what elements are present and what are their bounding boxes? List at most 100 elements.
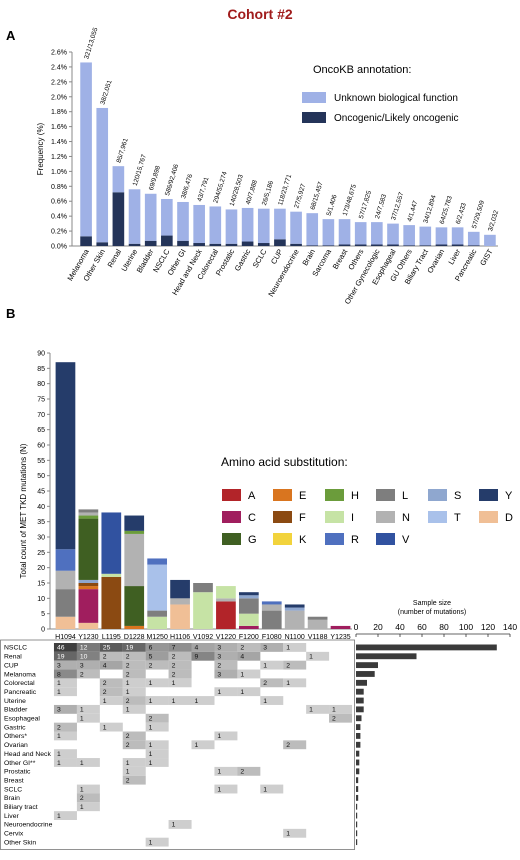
- heatmap-value: 1: [80, 804, 84, 811]
- heatmap-cell: [214, 731, 238, 741]
- heatmap-cell: [53, 704, 77, 714]
- row-label: Cervix: [4, 831, 24, 838]
- bar-oncogenic: [209, 243, 222, 246]
- heatmap-cell: [99, 643, 123, 652]
- row-label: Bladder: [4, 707, 28, 714]
- heatmap-value: 1: [309, 654, 313, 661]
- heatmap-cell: [329, 713, 353, 723]
- heatmap-cell: [99, 678, 123, 688]
- heatmap-cell: [145, 722, 169, 732]
- bar-segment-G: [78, 518, 99, 580]
- legend-swatch-I: [325, 511, 344, 523]
- x-tick-label: F1080: [262, 634, 282, 641]
- legend-label-E: E: [299, 490, 306, 502]
- heatmap-value: 3: [217, 645, 221, 652]
- heatmap-cell: [53, 811, 77, 820]
- heatmap-value: 4: [195, 645, 199, 652]
- hbar-tick-label: 100: [459, 622, 473, 632]
- heatmap-value: 1: [149, 698, 153, 705]
- bar-unknown: [96, 107, 109, 243]
- bar-segment-S: [238, 595, 259, 599]
- hbar-tick-label: 120: [481, 622, 495, 632]
- heatmap-cell: [145, 660, 169, 670]
- heatmap-value: 1: [240, 671, 244, 678]
- bar-label: 38/6,476: [180, 173, 194, 200]
- heatmap-cell: [145, 837, 169, 847]
- heatmap-cell: [168, 678, 192, 688]
- bar-label: 173/48,675: [342, 183, 358, 217]
- legend-label-oncogenic: Oncogenic/Likely oncogenic: [334, 113, 459, 124]
- row-label: Other Skin: [4, 839, 36, 846]
- row-label: NSCLC: [4, 645, 27, 652]
- bar-segment-Y: [55, 362, 76, 550]
- bar-oncogenic: [306, 245, 319, 246]
- heatmap-value: 3: [80, 662, 84, 669]
- bar-unknown: [306, 213, 319, 246]
- bar-segment-Y: [238, 592, 259, 596]
- heatmap-value: 1: [126, 769, 130, 776]
- heatmap-value: 1: [332, 707, 336, 714]
- heatmap-cell: [283, 643, 307, 652]
- heatmap-cell: [122, 758, 146, 767]
- heatmap-cell: [122, 731, 146, 741]
- bar-oncogenic: [338, 244, 351, 246]
- bar-oncogenic: [241, 241, 254, 246]
- bar-label: 4/1,447: [406, 200, 419, 223]
- legend-swatch-C: [222, 511, 241, 523]
- bar-segment-L: [147, 610, 168, 617]
- bar-unknown: [403, 225, 415, 246]
- bar-segment-I: [216, 586, 236, 599]
- heatmap-cell: [76, 643, 100, 652]
- heatmap-cell: [260, 643, 284, 652]
- bar-unknown: [241, 207, 254, 242]
- legend-swatch-K: [273, 533, 292, 545]
- heatmap-cell: [53, 687, 77, 697]
- heatmap-cell: [191, 696, 215, 705]
- bar-oncogenic: [80, 236, 92, 246]
- bar-segment-E: [78, 586, 99, 590]
- heatmap-cell: [329, 704, 353, 714]
- heatmap-value: 1: [286, 831, 290, 838]
- bar-unknown: [128, 189, 141, 244]
- bar-label: 118/23,771: [277, 173, 293, 206]
- bar-unknown: [225, 209, 238, 244]
- heatmap-cell: [214, 660, 238, 670]
- bar-oncogenic: [403, 245, 415, 246]
- bar-segment-D: [78, 622, 99, 629]
- bar-segment-N: [170, 598, 190, 605]
- legend-swatch-F: [273, 511, 292, 523]
- heatmap-cell: [76, 651, 100, 661]
- heatmap-value: 2: [149, 716, 153, 723]
- heatmap-value: 1: [263, 662, 267, 669]
- heatmap-value: 1: [172, 680, 176, 687]
- heatmap-value: 3: [263, 645, 267, 652]
- hbar-bar: [356, 839, 358, 846]
- legend-label-V: V: [402, 534, 410, 546]
- bar-segment-R: [261, 601, 282, 605]
- heatmap-cell: [306, 651, 330, 661]
- legend-label-N: N: [402, 512, 410, 524]
- bar-segment-N: [55, 570, 76, 590]
- x-tick-label: SCLC: [251, 247, 269, 269]
- hbar-subtitle: (number of mutations): [398, 609, 466, 616]
- bar-segment-C: [330, 625, 351, 629]
- bar-label: 5/1,406: [326, 194, 339, 217]
- heatmap-value: 1: [103, 698, 107, 705]
- bar-segment-N: [78, 512, 99, 516]
- row-label: Neuroendocrine: [4, 822, 53, 829]
- bar-segment-I: [101, 573, 122, 577]
- x-tick-label: V1092: [193, 634, 213, 641]
- heatmap-value: 7: [172, 645, 176, 652]
- heatmap-value: 1: [126, 680, 130, 687]
- heatmap-cell: [99, 687, 123, 697]
- heatmap-value: 2: [126, 733, 130, 740]
- bar-unknown: [338, 219, 351, 245]
- bar-label: 120/15,767: [132, 153, 148, 187]
- legend-swatch-G: [222, 533, 241, 545]
- row-label: Head and Neck: [4, 751, 51, 758]
- heatmap-cell: [145, 740, 169, 750]
- bar-segment-R: [55, 549, 76, 571]
- hbar-tick-label: 140: [503, 622, 517, 632]
- row-label: CUP: [4, 662, 19, 669]
- figure-title: Cohort #2: [227, 6, 293, 22]
